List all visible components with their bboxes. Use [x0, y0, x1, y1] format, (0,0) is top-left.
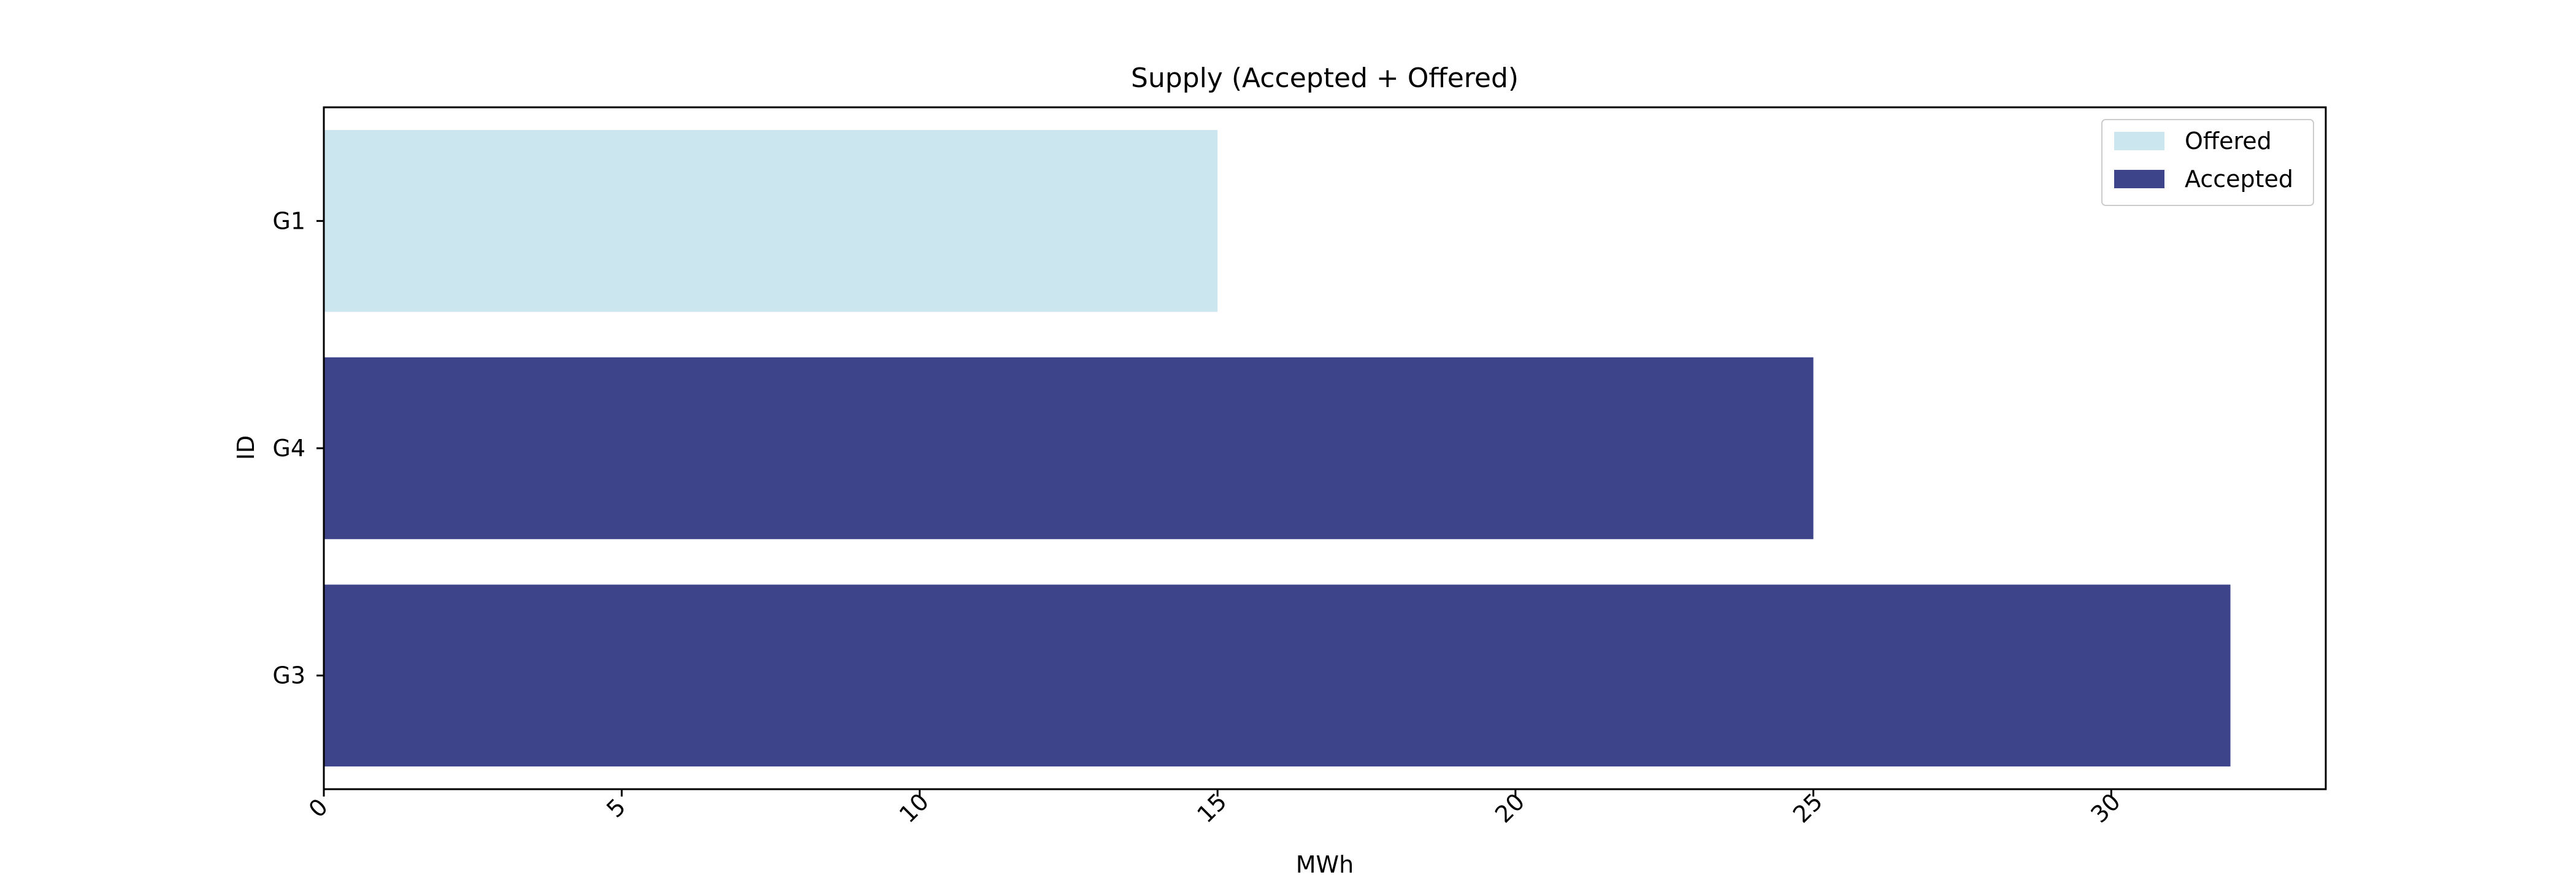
- y-axis-label: ID: [232, 435, 259, 460]
- x-tick-label: 30: [2085, 788, 2125, 828]
- x-tick-label: 5: [601, 793, 631, 823]
- bar-g1: [324, 130, 1218, 312]
- legend-swatch-offered: [2114, 132, 2164, 150]
- legend-label-accepted: Accepted: [2185, 166, 2293, 193]
- bars-layer: [324, 130, 2231, 766]
- x-ticks: 0 5 10 15 20 25 30: [304, 788, 2126, 828]
- legend-swatch-accepted: [2114, 170, 2164, 188]
- x-tick-label: 25: [1788, 788, 1828, 828]
- bar-g4: [324, 357, 1814, 540]
- legend: Offered Accepted: [2101, 119, 2314, 206]
- x-tick-label: 0: [304, 793, 333, 823]
- y-tick-label: G3: [272, 662, 305, 689]
- y-tick-label: G1: [272, 207, 305, 234]
- plot-area-frame: [323, 106, 2327, 790]
- x-tick-label: 10: [894, 788, 934, 828]
- chart-title: Supply (Accepted + Offered): [1131, 63, 1519, 94]
- x-tick-label: 20: [1490, 788, 1530, 828]
- x-axis-label: MWh: [1296, 851, 1354, 878]
- legend-label-offered: Offered: [2185, 128, 2272, 155]
- y-ticks: G1 G4 G3: [272, 207, 324, 689]
- bar-g3: [324, 584, 2231, 766]
- x-tick-label: 15: [1192, 788, 1232, 828]
- y-tick-label: G4: [272, 435, 305, 462]
